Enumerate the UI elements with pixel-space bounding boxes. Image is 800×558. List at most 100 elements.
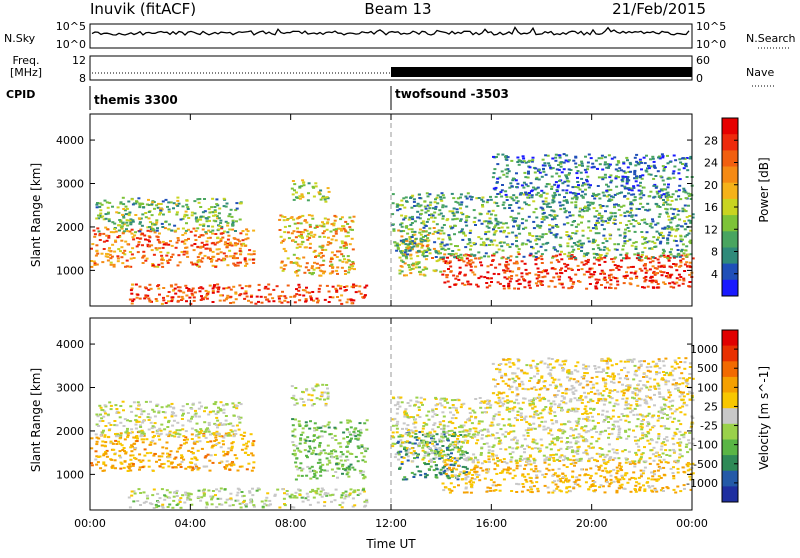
heatmap-cell: [409, 197, 412, 199]
heatmap-cell: [685, 245, 688, 247]
heatmap-cell: [188, 297, 191, 299]
heatmap-cell: [243, 293, 246, 295]
heatmap-cell: [616, 193, 619, 195]
heatmap-cell: [129, 470, 132, 472]
heatmap-cell: [336, 256, 339, 258]
heatmap-cell: [465, 225, 468, 227]
heatmap-cell: [309, 420, 312, 422]
heatmap-cell: [319, 462, 322, 464]
heatmap-cell: [295, 293, 298, 295]
heatmap-cell: [214, 214, 217, 216]
heatmap-cell: [294, 223, 297, 225]
heatmap-cell: [154, 224, 157, 226]
heatmap-cell: [486, 277, 489, 279]
heatmap-cell: [453, 208, 456, 210]
heatmap-cell: [410, 207, 413, 209]
heatmap-cell: [481, 462, 484, 464]
heatmap-cell: [560, 166, 563, 168]
heatmap-cell: [396, 442, 399, 444]
heatmap-cell: [196, 220, 199, 222]
heatmap-cell: [457, 256, 460, 258]
heatmap-cell: [433, 241, 436, 243]
heatmap-cell: [437, 194, 440, 196]
heatmap-cell: [435, 256, 438, 258]
heatmap-cell: [557, 185, 560, 187]
heatmap-cell: [217, 407, 220, 409]
heatmap-cell: [495, 251, 498, 253]
heatmap-cell: [252, 262, 255, 264]
heatmap-cell: [464, 246, 467, 248]
heatmap-cell: [473, 471, 476, 473]
heatmap-cell: [154, 422, 157, 424]
heatmap-cell: [546, 217, 549, 219]
heatmap-cell: [672, 263, 675, 265]
heatmap-cell: [323, 469, 326, 471]
heatmap-cell: [203, 410, 206, 412]
heatmap-cell: [412, 476, 415, 478]
heatmap-cell: [324, 249, 327, 251]
heatmap-cell: [313, 497, 316, 499]
heatmap-cell: [474, 465, 477, 467]
heatmap-cell: [161, 406, 164, 408]
heatmap-cell: [457, 202, 460, 204]
heatmap-cell: [238, 422, 241, 424]
heatmap-cell: [207, 256, 210, 258]
heatmap-cell: [213, 286, 216, 288]
heatmap-cell: [125, 222, 128, 224]
heatmap-cell: [588, 241, 591, 243]
heatmap-cell: [488, 221, 491, 223]
heatmap-cell: [139, 466, 142, 468]
heatmap-cell: [459, 267, 462, 269]
heatmap-cell: [209, 496, 212, 498]
heatmap-cell: [549, 206, 552, 208]
heatmap-cell: [457, 465, 460, 467]
heatmap-cell: [505, 261, 508, 263]
heatmap-cell: [477, 461, 480, 463]
heatmap-cell: [537, 268, 540, 270]
heatmap-cell: [443, 197, 446, 199]
heatmap-cell: [148, 236, 151, 238]
heatmap-cell: [309, 448, 312, 450]
heatmap-cell: [298, 423, 301, 425]
heatmap-cell: [303, 404, 306, 406]
heatmap-cell: [317, 427, 320, 429]
heatmap-cell: [538, 179, 541, 181]
heatmap-cell: [552, 195, 555, 197]
heatmap-cell: [510, 255, 513, 257]
heatmap-cell: [172, 500, 175, 502]
heatmap-cell: [529, 480, 532, 482]
heatmap-cell: [207, 225, 210, 227]
heatmap-cell: [445, 260, 448, 262]
heatmap-cell: [171, 435, 174, 437]
heatmap-cell: [253, 250, 256, 252]
heatmap-cell: [644, 242, 647, 244]
heatmap-cell: [499, 191, 502, 193]
heatmap-cell: [445, 473, 448, 475]
heatmap-cell: [312, 187, 315, 189]
heatmap-cell: [593, 481, 596, 483]
heatmap-cell: [489, 196, 492, 198]
heatmap-cell: [617, 265, 620, 267]
heatmap-cell: [540, 190, 543, 192]
heatmap-cell: [673, 155, 676, 157]
heatmap-cell: [446, 475, 449, 477]
heatmap-cell: [153, 254, 156, 256]
heatmap-cell: [241, 438, 244, 440]
heatmap-cell: [520, 161, 523, 163]
heatmap-cell: [603, 246, 606, 248]
heatmap-cell: [524, 479, 527, 481]
heatmap-cell: [441, 192, 444, 194]
heatmap-cell: [308, 237, 311, 239]
heatmap-cell: [171, 415, 174, 417]
heatmap-cell: [176, 451, 179, 453]
heatmap-cell: [678, 219, 681, 221]
heatmap-cell: [326, 222, 329, 224]
heatmap-cell: [201, 257, 204, 259]
heatmap-cell: [624, 195, 627, 197]
heatmap-cell: [562, 287, 565, 289]
heatmap-cell: [358, 285, 361, 287]
heatmap-cell: [622, 205, 625, 207]
heatmap-cell: [177, 228, 180, 230]
heatmap-cell: [600, 484, 603, 486]
heatmap-cell: [330, 450, 333, 452]
